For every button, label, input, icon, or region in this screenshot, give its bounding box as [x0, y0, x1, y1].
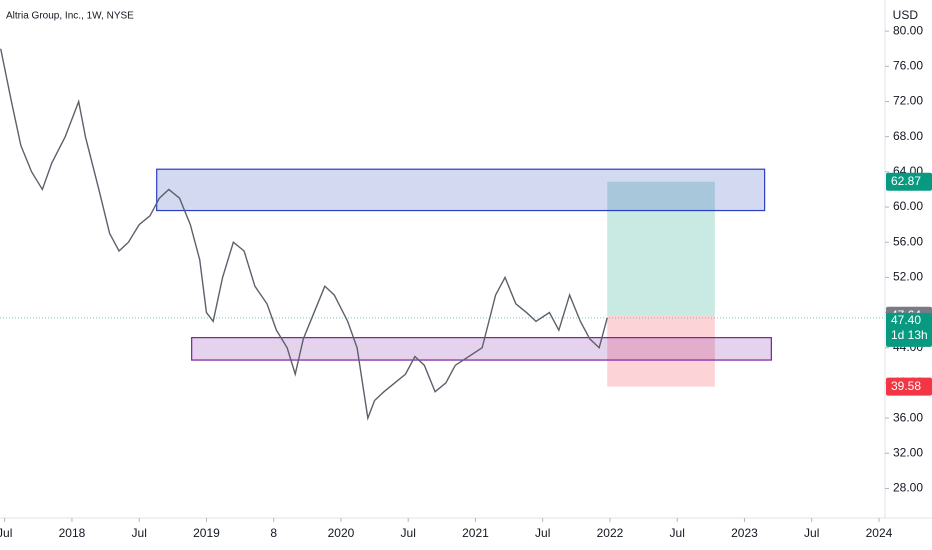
y-tick-label: 68.00: [893, 129, 923, 143]
y-tick-label: 32.00: [893, 445, 923, 459]
loss-zone: [607, 315, 715, 387]
x-tick-label: 2022: [597, 526, 624, 540]
y-tick-label: 80.00: [893, 23, 923, 37]
x-tick-label: 2018: [59, 526, 86, 540]
countdown: 1d 13h: [891, 328, 928, 342]
x-tick-label: Jul: [535, 526, 550, 540]
x-tick-label: Jul: [670, 526, 685, 540]
last-price-label: 47.40: [891, 313, 921, 327]
profit-zone: [607, 181, 715, 316]
y-tick-label: 56.00: [893, 234, 923, 248]
x-tick-label: Jul: [132, 526, 147, 540]
zone: [156, 168, 766, 212]
y-tick-label: 28.00: [893, 481, 923, 495]
y-tick-label: 76.00: [893, 58, 923, 72]
price-tag: [886, 172, 932, 191]
x-tick-label: Jul: [804, 526, 819, 540]
x-tick-label: 2019: [193, 526, 220, 540]
y-tick-label: 72.00: [893, 94, 923, 108]
y-tick-label: 60.00: [893, 199, 923, 213]
last-price-tag: [886, 312, 932, 347]
x-tick-label: 2020: [328, 526, 355, 540]
price-tag-label: 39.58: [891, 379, 921, 393]
chart-title: Altria Group, Inc., 1W, NYSE: [6, 11, 134, 22]
y-tick-label: 52.00: [893, 270, 923, 284]
x-tick-label: 2021: [462, 526, 489, 540]
price-line: [0, 48, 608, 421]
price-tag: [886, 377, 932, 396]
x-tick-label: Jul: [0, 526, 12, 540]
x-tick-label: 8: [270, 526, 277, 540]
x-tick-label: Jul: [401, 526, 416, 540]
currency: USD: [893, 8, 919, 22]
x-tick-label: 2023: [731, 526, 758, 540]
y-tick-label: 36.00: [893, 410, 923, 424]
price-tag-label: 62.87: [891, 174, 921, 188]
x-tick-label: 2024: [866, 526, 893, 540]
